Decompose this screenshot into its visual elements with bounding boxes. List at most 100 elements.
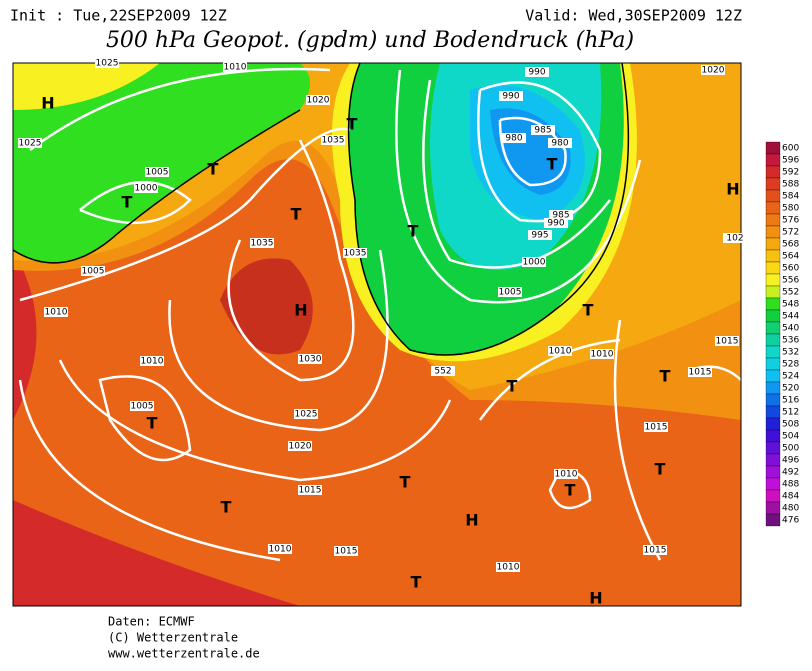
colorbar-label: 488 xyxy=(782,480,799,490)
colorbar-swatch xyxy=(765,201,781,215)
isobar-label: 1010 xyxy=(591,350,614,360)
isobar-label: 995 xyxy=(531,231,548,241)
colorbar-swatch xyxy=(765,417,781,431)
isobar-label: 985 xyxy=(534,126,551,136)
colorbar-label: 532 xyxy=(782,348,799,358)
isobar-label-bg xyxy=(701,65,725,75)
colorbar-label: 508 xyxy=(782,420,799,430)
isobar-label-bg xyxy=(643,545,667,555)
isobar-label-bg xyxy=(130,401,154,411)
colorbar-label: 500 xyxy=(782,444,799,454)
colorbar-swatch xyxy=(765,225,781,239)
colorbar-label: 476 xyxy=(782,516,799,526)
isobar-label: 1015 xyxy=(645,423,668,433)
isobar-label: 1005 xyxy=(131,402,154,412)
colorbar-swatch xyxy=(765,429,781,443)
isobar-label-bg xyxy=(549,210,573,220)
colorbar: 600 596 592 588 584 580 576 572 568 564 560 556 552 5… xyxy=(765,141,799,527)
isobar-label: 1015 xyxy=(644,546,667,556)
pressure-center: H xyxy=(294,301,307,320)
isobar-label: 1010 xyxy=(45,308,68,318)
isobar-label-bg xyxy=(496,562,520,572)
pressure-center: T xyxy=(400,473,411,492)
isobar-label: 1025 xyxy=(96,59,119,69)
isobar-label: 1015 xyxy=(716,337,739,347)
colorbar-swatch xyxy=(765,489,781,503)
isobar-label: 990 xyxy=(547,219,564,229)
isobar-label-bg xyxy=(298,354,322,364)
colorbar-label: 484 xyxy=(782,492,799,502)
isobar-label-bg xyxy=(81,266,105,276)
colorbar-swatch xyxy=(765,405,781,419)
isobar-label: 1035 xyxy=(344,249,367,259)
isobar-label: 985 xyxy=(552,211,569,221)
isobar-label-bg xyxy=(268,544,292,554)
pressure-center: T xyxy=(660,367,671,386)
colorbar-label: 576 xyxy=(782,216,799,226)
colorbar-label: 536 xyxy=(782,336,799,346)
colorbar-label: 516 xyxy=(782,396,799,406)
isobar-label-bg xyxy=(334,546,358,556)
map-title: 500 hPa Geopot. (gpdm) und Bodendruck (h… xyxy=(106,28,634,53)
colorbar-swatch xyxy=(765,141,781,155)
isobar-label: 990 xyxy=(528,68,545,78)
valid-time: Valid: Wed,30SEP2009 12Z xyxy=(525,7,742,25)
colorbar-label: 524 xyxy=(782,372,799,382)
colorbar-label: 552 xyxy=(782,288,799,298)
isobar-label: 1020 xyxy=(307,96,330,106)
colorbar-label: 480 xyxy=(782,504,799,514)
colorbar-swatch xyxy=(765,285,781,299)
footer-source: Daten: ECMWF xyxy=(108,615,195,629)
pressure-center: T xyxy=(147,414,158,433)
isobar-label: 1010 xyxy=(549,347,572,357)
colorbar-swatch xyxy=(765,321,781,335)
isobar-label: 102 xyxy=(726,234,743,244)
colorbar-swatch xyxy=(765,357,781,371)
isobar-label-bg xyxy=(522,257,546,267)
isobar-label-bg xyxy=(44,307,68,317)
isobar-label: 1015 xyxy=(299,486,322,496)
colorbar-swatch xyxy=(765,441,781,455)
colorbar-swatch xyxy=(765,477,781,491)
colorbar-label: 528 xyxy=(782,360,799,370)
colorbar-label: 572 xyxy=(782,228,799,238)
isobar-label: 1000 xyxy=(135,184,158,194)
colorbar-label: 548 xyxy=(782,300,799,310)
pressure-center: H xyxy=(465,511,478,530)
isobar-label-bg xyxy=(715,336,739,346)
isobar-label-bg xyxy=(644,422,668,432)
isobar-label-bg xyxy=(554,469,578,479)
isobar-label: 1030 xyxy=(299,355,322,365)
isobar-label-bg xyxy=(140,356,164,366)
colorbar-label: 588 xyxy=(782,180,799,190)
isobar-label-bg xyxy=(298,485,322,495)
colorbar-swatch xyxy=(765,153,781,167)
colorbar-swatch xyxy=(765,381,781,395)
colorbar-swatch xyxy=(765,309,781,323)
isobar-label-bg xyxy=(548,138,572,148)
isobar-label-bg xyxy=(294,409,318,419)
isobar-label: 1010 xyxy=(224,63,247,73)
map-frame xyxy=(12,62,742,607)
colorbar-swatch xyxy=(765,369,781,383)
colorbar-label: 496 xyxy=(782,456,799,466)
init-time: Init : Tue,22SEP2009 12Z xyxy=(10,7,227,25)
isobar-label-bg xyxy=(343,248,367,258)
colorbar-label: 544 xyxy=(782,312,799,322)
isobar-label: 1015 xyxy=(335,547,358,557)
pressure-center: T xyxy=(411,573,422,592)
isobar-label-bg xyxy=(95,58,119,68)
colorbar-label: 520 xyxy=(782,384,799,394)
colorbar-label: 592 xyxy=(782,168,799,178)
isobar-label: 1035 xyxy=(251,239,274,249)
pressure-center: H xyxy=(726,180,739,199)
isobar-label: 1000 xyxy=(523,258,546,268)
isobar-label: 1005 xyxy=(146,168,169,178)
pressure-center: T xyxy=(291,205,302,224)
colorbar-label: 596 xyxy=(782,156,799,166)
isobar-label-bg xyxy=(306,95,330,105)
pressure-center: T xyxy=(347,115,358,134)
pressure-center: T xyxy=(408,222,419,241)
colorbar-swatch xyxy=(765,501,781,515)
colorbar-label: 568 xyxy=(782,240,799,250)
